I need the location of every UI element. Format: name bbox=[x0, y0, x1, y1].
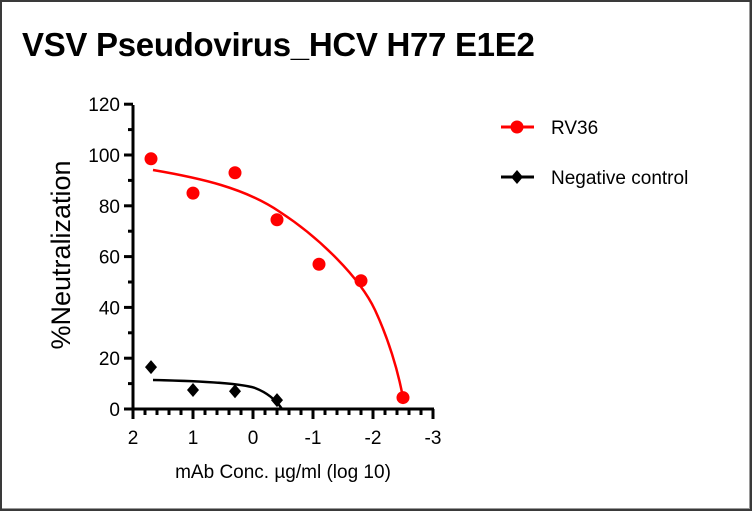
y-axis: 0 20 40 60 80 100 120 bbox=[88, 95, 135, 421]
rv36-fit-curve bbox=[152, 168, 405, 399]
rv36-data-point bbox=[270, 213, 284, 227]
x-axis-title: mAb Conc. µg/ml (log 10) bbox=[175, 462, 391, 483]
data-points bbox=[144, 152, 410, 408]
red-circle-marker-icon bbox=[510, 120, 524, 134]
y-tick-label: 80 bbox=[99, 197, 120, 218]
y-tick-label: 60 bbox=[99, 248, 120, 269]
legend-item-negative-control: Negative control bbox=[501, 168, 688, 189]
negative-control-data-point bbox=[271, 393, 283, 408]
x-tick-label: -2 bbox=[365, 428, 382, 449]
x-tick-label: 1 bbox=[188, 428, 199, 449]
rv36-data-point bbox=[396, 391, 410, 405]
y-tick-label: 100 bbox=[88, 146, 120, 167]
x-tick-label: 0 bbox=[248, 428, 259, 449]
negative-control-data-point bbox=[229, 384, 241, 399]
svg-text:RV36: RV36 bbox=[551, 118, 598, 139]
negative-control-data-point bbox=[187, 382, 199, 397]
x-axis: 2 1 0 -1 -2 -3 bbox=[128, 407, 442, 449]
chart-title: VSV Pseudovirus_HCV H77 E1E2 bbox=[22, 26, 535, 63]
x-tick-label: -3 bbox=[425, 428, 442, 449]
rv36-data-point bbox=[144, 152, 158, 166]
legend: RV36 Negative control bbox=[501, 118, 688, 189]
negative-control-data-point bbox=[145, 360, 157, 375]
rv36-data-point bbox=[228, 166, 242, 180]
svg-text:Negative control: Negative control bbox=[551, 168, 688, 189]
y-tick-label: 120 bbox=[88, 95, 120, 116]
rv36-data-point bbox=[186, 186, 200, 200]
rv36-data-point bbox=[312, 257, 326, 271]
black-diamond-marker-icon bbox=[511, 170, 523, 184]
x-tick-label: -1 bbox=[305, 428, 322, 449]
y-tick-label: 0 bbox=[109, 400, 120, 421]
y-axis-title: %Neutralization bbox=[46, 160, 76, 349]
y-tick-label: 20 bbox=[99, 349, 120, 370]
rv36-data-point bbox=[354, 274, 368, 288]
y-tick-label: 40 bbox=[99, 298, 120, 319]
x-tick-label: 2 bbox=[128, 428, 139, 449]
legend-item-rv36: RV36 bbox=[501, 118, 598, 139]
negative-control-fit-curve bbox=[152, 378, 284, 410]
